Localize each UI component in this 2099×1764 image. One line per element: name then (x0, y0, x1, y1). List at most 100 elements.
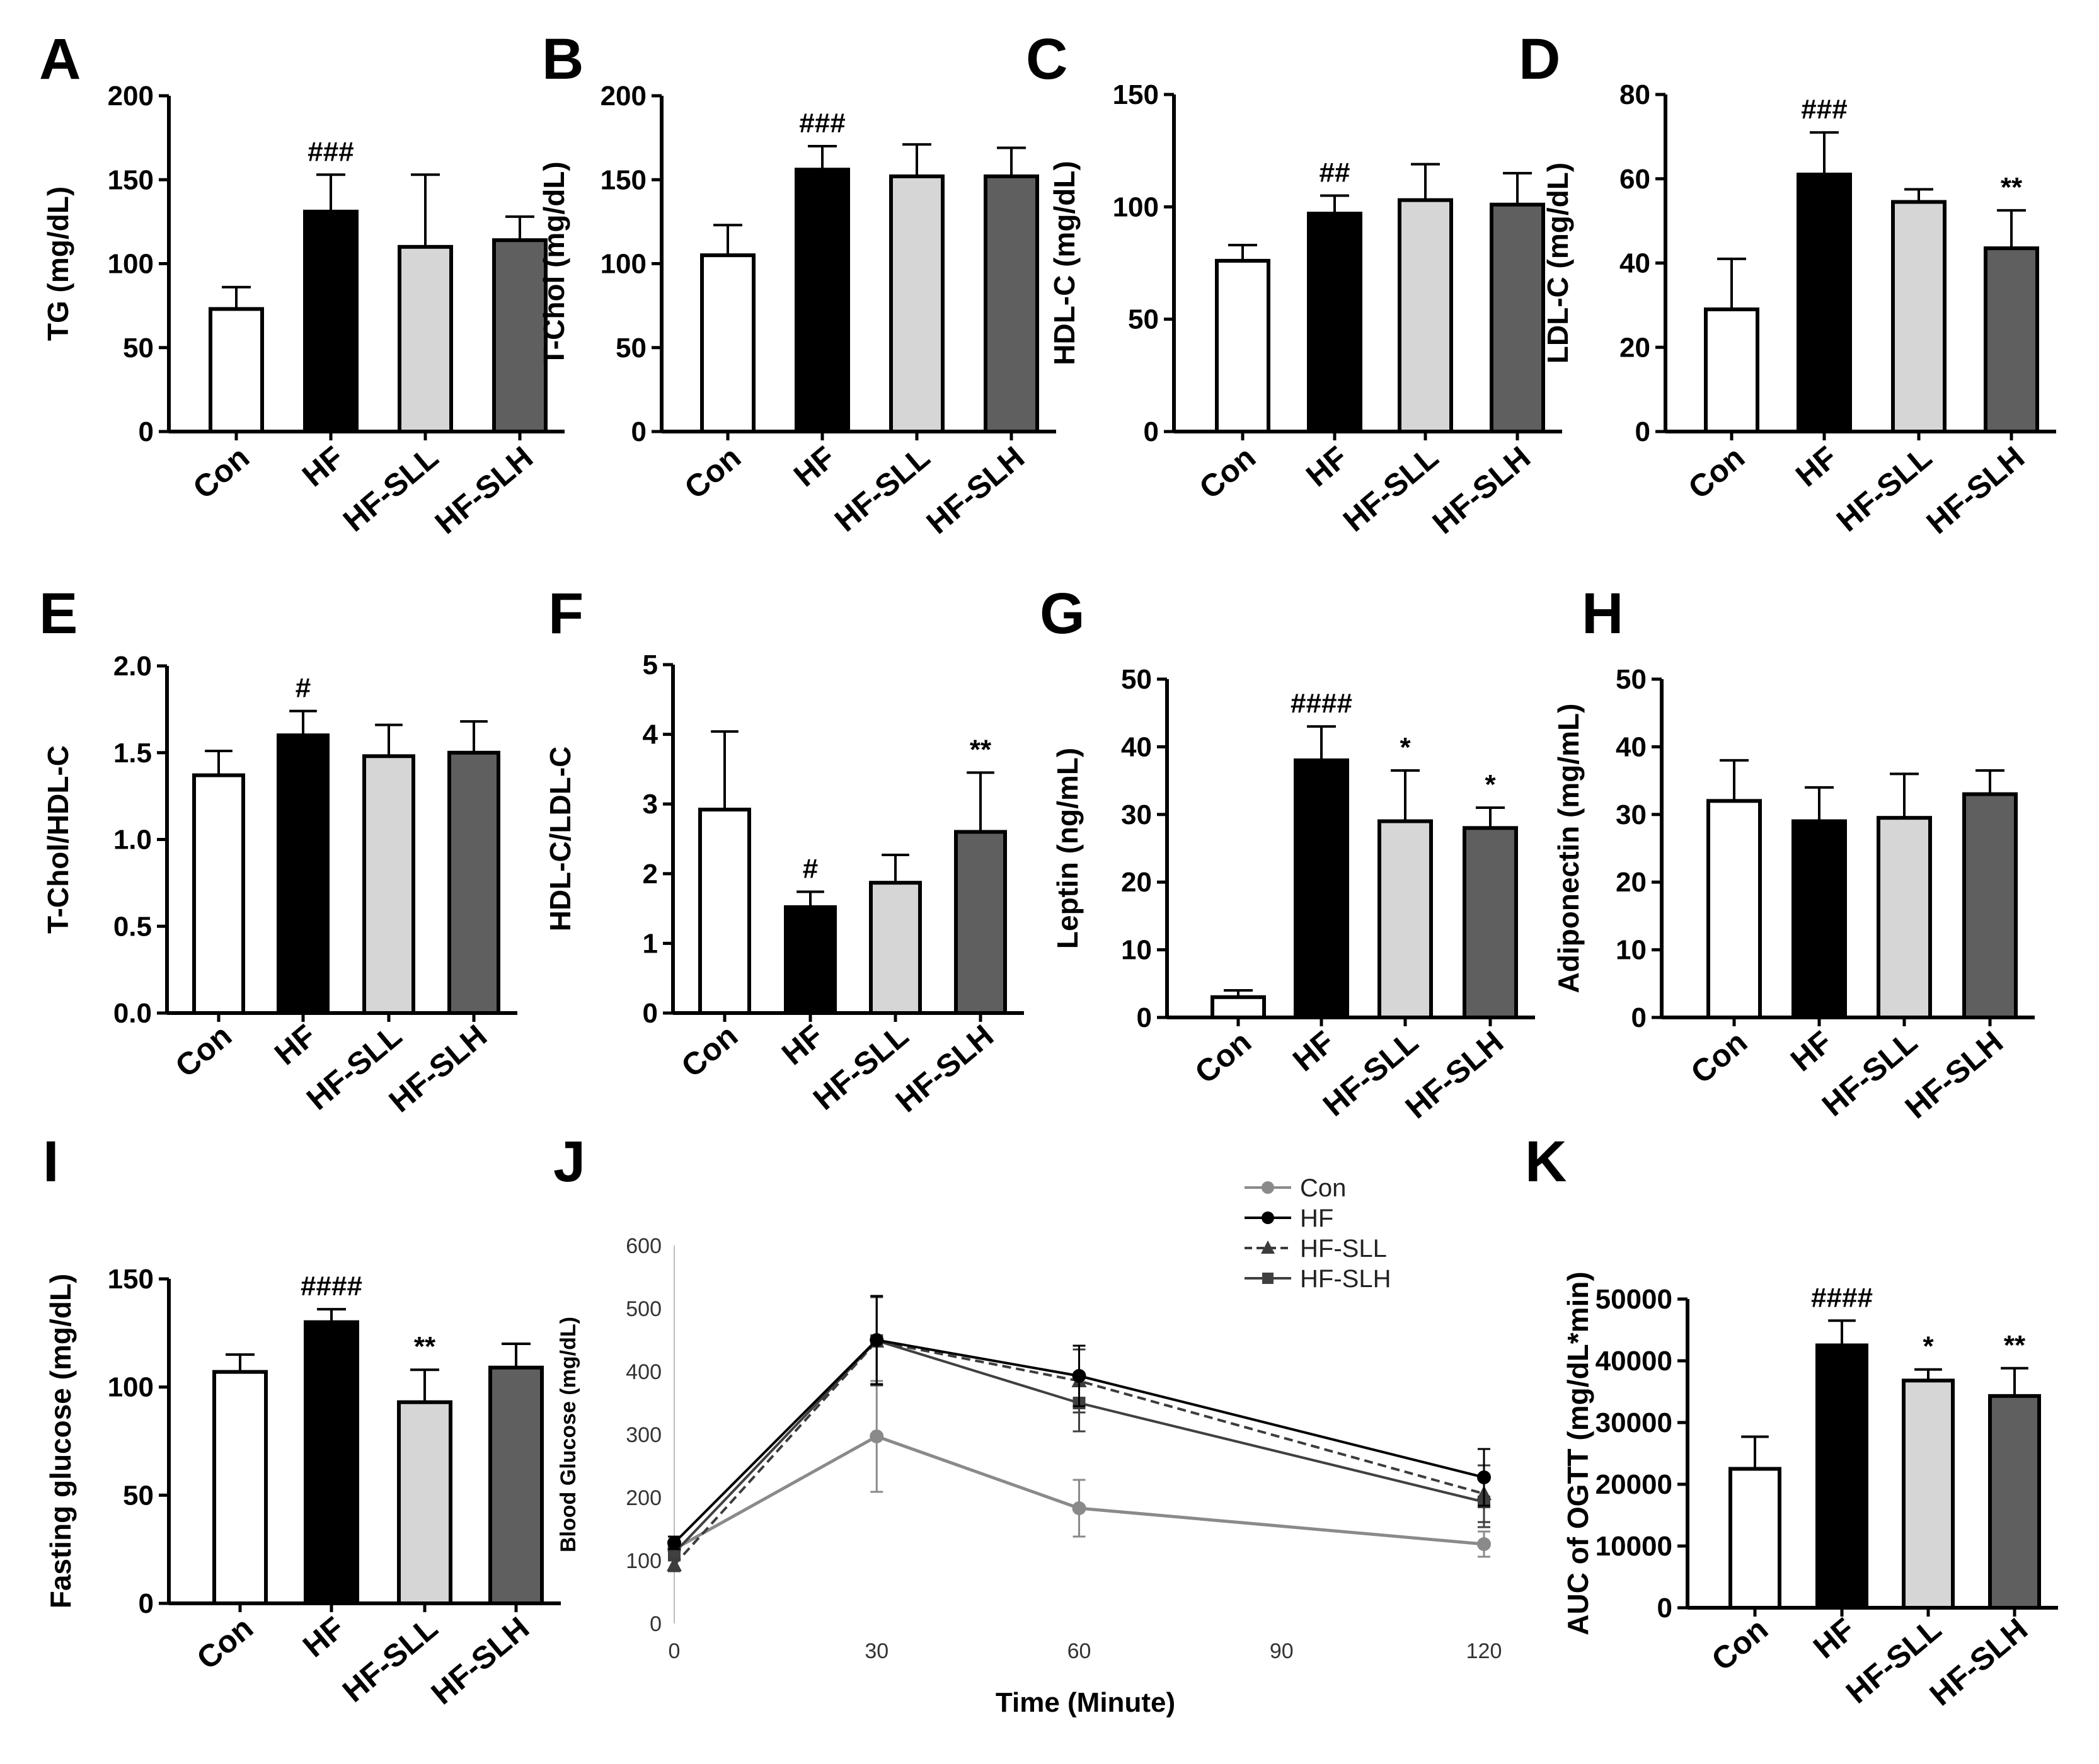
y-tick-label: 300 (626, 1423, 662, 1447)
significance-marker: * (1400, 732, 1411, 763)
y-tick-label: 40 (1121, 731, 1152, 762)
legend-marker (1262, 1211, 1274, 1224)
category-label: Con (169, 1018, 238, 1084)
bar-hf-sll (1877, 816, 1932, 1020)
y-tick-label: 150 (1113, 79, 1159, 110)
y-tick-label: 40 (1619, 248, 1650, 279)
bar-hf (277, 733, 330, 1015)
series-line (673, 1338, 1485, 1544)
panel-C: C 0 50 100 150 HDL-C (mg/dL) Con HF ## HF-SLLHF-S… (1026, 27, 1562, 541)
y-tick-label: 10000 (1596, 1531, 1672, 1562)
significance-marker: #### (1811, 1282, 1873, 1313)
panel-label: D (1519, 27, 1560, 91)
category-label: HF-SLH (428, 440, 539, 541)
category-label: HF (775, 1018, 830, 1072)
y-tick-label: 1.5 (113, 738, 152, 769)
category-label: HF-SLH (1920, 440, 2031, 541)
y-axis-label: LDL-C (mg/dL) (1541, 163, 1574, 364)
y-tick-label: 20 (1121, 867, 1152, 898)
series-line (673, 1339, 1485, 1554)
significance-marker: ** (2001, 172, 2023, 203)
bar-hf-slh (1984, 246, 2039, 433)
panel-label: E (39, 581, 78, 646)
y-tick-label: 1 (643, 928, 658, 959)
y-axis-label: T-Chol/HDL-C (42, 745, 74, 934)
significance-marker: ### (308, 136, 354, 167)
category-label: HF-SLL (336, 440, 445, 539)
panel-G: G 0 10 20 30 40 50 Leptin (ng/mL) Con HF #### HF-SL… (1040, 581, 1535, 1125)
bar-hf (1815, 1343, 1868, 1610)
y-axis-label: HDL-C/LDL-C (544, 747, 577, 932)
bar-hf-sll (362, 754, 415, 1015)
y-tick-label: 50 (123, 1480, 154, 1511)
panel-label: I (43, 1130, 59, 1194)
data-point (667, 1536, 681, 1550)
y-tick-label: 40000 (1596, 1346, 1672, 1377)
legend-label: HF (1300, 1205, 1333, 1232)
y-tick-label: 50 (616, 333, 647, 364)
y-tick-label: 0 (139, 416, 154, 447)
y-tick-label: 10 (1616, 935, 1647, 966)
data-point (870, 1333, 884, 1347)
significance-marker: #### (1291, 688, 1352, 719)
y-tick-label: 0 (1137, 1002, 1152, 1033)
data-point (667, 1557, 682, 1571)
bar-con (192, 773, 245, 1015)
bar-hf (1791, 819, 1847, 1020)
category-label: HF-SLH (1399, 1024, 1510, 1126)
y-tick-label: 0 (1657, 1593, 1672, 1624)
category-label: Con (678, 440, 747, 506)
category-label: HF (1286, 1024, 1341, 1079)
y-tick-label: 0 (1144, 416, 1159, 447)
panel-label: A (39, 27, 81, 91)
y-tick-label: 20 (1619, 332, 1650, 363)
y-axis-label: TG (mg/dL) (42, 186, 74, 341)
y-tick-label: 0 (631, 416, 647, 447)
y-tick-label: 30000 (1596, 1407, 1672, 1438)
category-label: Con (1684, 1024, 1754, 1091)
bar-hf-slh (1463, 826, 1518, 1020)
y-tick-label: 0 (1635, 416, 1650, 447)
category-label: HF-SLH (1426, 440, 1537, 541)
y-tick-label: 50 (1128, 304, 1159, 335)
bar-con (1728, 1467, 1781, 1610)
series-line (673, 1435, 1485, 1551)
y-axis-label: Fasting glucose (mg/dL) (44, 1274, 77, 1609)
bar-hf-sll (869, 881, 922, 1015)
y-tick-label: 150 (601, 164, 647, 195)
y-tick-label: 400 (626, 1360, 662, 1384)
significance-marker: # (803, 854, 818, 885)
y-tick-label: 200 (108, 81, 154, 112)
bar-con (1211, 995, 1266, 1020)
category-label: HF (296, 440, 350, 494)
bar-hf-sll (1902, 1378, 1955, 1610)
y-axis-label: Leptin (ng/mL) (1051, 748, 1084, 949)
y-tick-label: 0 (1631, 1002, 1647, 1033)
category-label: HF-SLH (382, 1018, 493, 1120)
y-tick-label: 2 (643, 859, 658, 890)
y-tick-label: 150 (108, 164, 154, 195)
y-tick-label: 20 (1616, 867, 1647, 898)
legend-marker (1261, 1240, 1275, 1254)
panel-label: H (1582, 581, 1623, 646)
x-tick-label: 0 (669, 1639, 681, 1663)
y-tick-label: 0 (650, 1612, 662, 1636)
bar-hf (784, 905, 837, 1015)
y-tick-label: 20000 (1596, 1469, 1672, 1500)
y-tick-label: 2.0 (113, 651, 152, 682)
category-label: HF-SLL (1830, 440, 1938, 539)
category-label: HF-SLH (889, 1018, 1000, 1120)
data-point (870, 1429, 884, 1443)
category-label: HF (1807, 1612, 1861, 1666)
category-label: Con (1682, 440, 1751, 506)
significance-marker: * (1923, 1331, 1934, 1362)
significance-marker: ### (1801, 94, 1847, 125)
series-line (673, 1339, 1485, 1566)
y-tick-label: 50 (1121, 664, 1152, 695)
bar-hf-slh (1988, 1394, 2041, 1610)
bar-con (209, 307, 264, 433)
panel-B: B 0 50 100 150 200 T-Chol (mg/dL) Con HF ### HF-SL… (538, 27, 1056, 541)
